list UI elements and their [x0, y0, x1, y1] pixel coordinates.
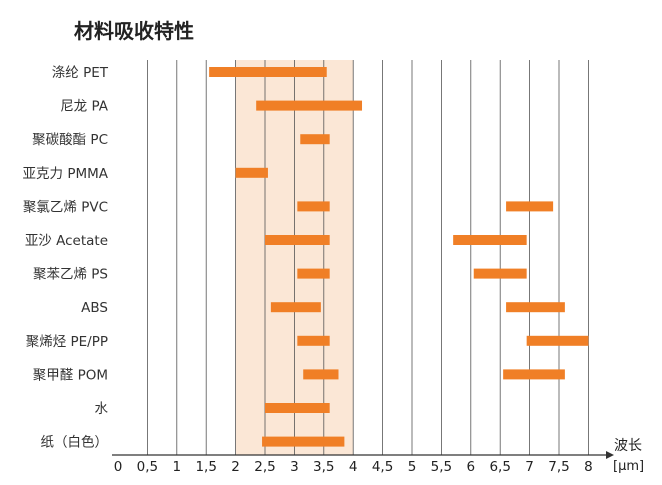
absorption-bar	[473, 268, 527, 279]
x-tick-label: 7,5	[548, 459, 569, 475]
absorption-bar	[265, 403, 330, 413]
category-label: 聚氯乙烯 PVC	[23, 199, 108, 215]
absorption-bar	[270, 302, 321, 313]
x-tick-label: 3	[290, 459, 299, 475]
absorption-bar	[297, 268, 330, 279]
absorption-bar	[506, 302, 565, 313]
absorption-bar	[506, 201, 554, 212]
x-tick-label: 7	[525, 459, 534, 475]
x-axis: 0 0,5 1 1,5 2 2,5 3 3,5 4 4,5 5 5,5 6 6,5 7 7,5 8	[112, 451, 614, 475]
x-tick-label: 8	[584, 459, 593, 475]
x-tick-label: 2	[231, 459, 240, 475]
absorption-bar	[297, 201, 330, 212]
category-label: 涤纶 PET	[52, 65, 109, 81]
absorption-bar	[297, 335, 330, 346]
x-tick-label: 2,5	[254, 459, 275, 475]
category-label: ABS	[81, 300, 108, 316]
x-tick-label: 5,5	[431, 459, 452, 475]
x-axis-arrow-icon	[606, 451, 614, 459]
absorption-bar	[256, 100, 363, 111]
x-axis-unit: [µm]	[613, 459, 644, 474]
absorption-bar	[453, 235, 527, 245]
category-label: 聚苯乙烯 PS	[33, 267, 108, 283]
x-axis-label: 波长	[614, 438, 642, 454]
category-label: 亚克力 PMMA	[23, 166, 109, 182]
category-label: 水	[95, 401, 109, 417]
category-label: 纸（白色）	[41, 434, 109, 451]
grid-lines	[146, 60, 589, 455]
absorption-bar	[235, 167, 268, 178]
category-label: 亚沙 Acetate	[25, 233, 108, 249]
x-tick-label: 0	[114, 459, 123, 475]
absorption-bar	[503, 369, 565, 380]
x-tick-label: 4,5	[372, 459, 393, 475]
x-tick-label: 3,5	[313, 459, 334, 475]
category-label: 聚甲醛 POM	[33, 367, 108, 383]
absorption-bar	[209, 67, 327, 77]
x-tick-label: 4	[349, 459, 358, 475]
absorption-bar	[265, 235, 330, 245]
x-tick-label: 1	[173, 459, 182, 475]
absorption-bar	[262, 436, 345, 447]
category-labels: 涤纶 PET 尼龙 PA 聚碳酸酯 PC 亚克力 PMMA 聚氯乙烯 PVC 亚沙 Ace…	[23, 65, 109, 451]
category-label: 聚烯烃 PE/PP	[26, 334, 108, 350]
absorption-bar	[300, 134, 330, 145]
x-tick-label: 5	[408, 459, 417, 475]
category-label: 尼龙 PA	[60, 99, 109, 115]
bars	[209, 67, 589, 447]
absorption-bar	[526, 335, 589, 346]
x-tick-label: 6,5	[489, 459, 510, 475]
x-tick-label: 6	[467, 459, 476, 475]
chart-title: 材料吸收特性	[74, 19, 194, 43]
x-tick-label: 1,5	[195, 459, 216, 475]
absorption-bar	[303, 369, 339, 380]
category-label: 聚碳酸酯 PC	[32, 132, 108, 148]
x-tick-label: 0,5	[137, 459, 158, 475]
